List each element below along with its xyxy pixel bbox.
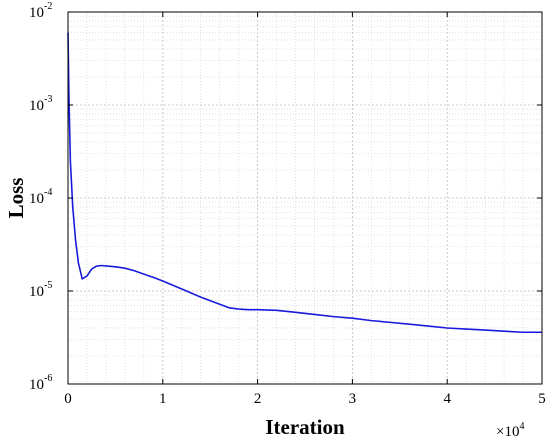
y-tick-label-exponent: -6 bbox=[44, 373, 52, 384]
y-tick-label-exponent: -2 bbox=[44, 1, 52, 12]
y-tick-label: 10 bbox=[29, 377, 44, 393]
x-tick-label: 1 bbox=[159, 391, 167, 407]
x-axis-multiplier-exponent: 4 bbox=[519, 421, 524, 432]
y-tick-label-exponent: -5 bbox=[44, 280, 52, 291]
series-line-0 bbox=[67, 32, 542, 334]
series-layer bbox=[67, 32, 542, 334]
y-tick-label-base: 10 bbox=[29, 191, 44, 207]
x-axis-multiplier: ×104 bbox=[496, 421, 524, 440]
ticks: 0 1 2 3 4 510-610-510-410-310-2 bbox=[29, 1, 546, 407]
x-axis-title: Iteration bbox=[265, 415, 345, 439]
x-axis-multiplier-base: ×10 bbox=[496, 424, 519, 440]
y-tick-label-base: 10 bbox=[29, 377, 44, 393]
grid bbox=[68, 12, 542, 384]
y-tick-label-base: 10 bbox=[29, 98, 44, 114]
y-axis-title: Loss bbox=[4, 178, 28, 219]
y-tick-label: 10 bbox=[29, 191, 44, 207]
x-tick-label: 4 bbox=[443, 391, 451, 407]
x-tick-label: 5 bbox=[538, 391, 546, 407]
y-tick-label: 10 bbox=[29, 5, 44, 21]
y-tick-label-exponent: -3 bbox=[44, 94, 52, 105]
y-tick-label: 10 bbox=[29, 98, 44, 114]
y-tick-label-base: 10 bbox=[29, 5, 44, 21]
y-tick-label-base: 10 bbox=[29, 284, 44, 300]
y-tick-label-exponent: -4 bbox=[44, 187, 52, 198]
x-tick-label: 0 bbox=[64, 391, 72, 407]
y-tick-label: 10 bbox=[29, 284, 44, 300]
x-tick-label: 3 bbox=[349, 391, 357, 407]
x-tick-label: 2 bbox=[254, 391, 262, 407]
